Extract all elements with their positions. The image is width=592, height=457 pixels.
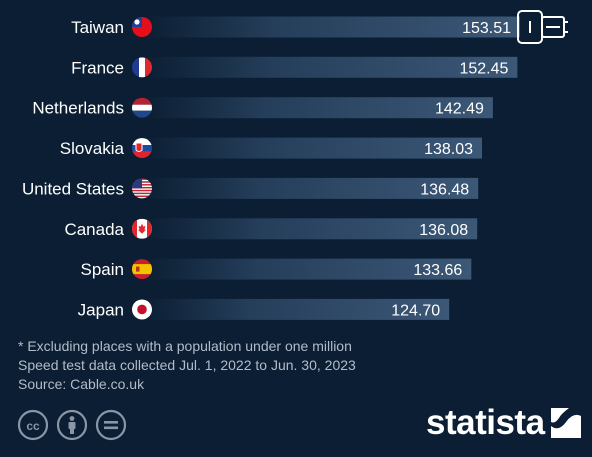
value-label-netherlands: 142.49 <box>435 101 484 118</box>
chart-notes: * Excluding places with a population und… <box>18 337 356 394</box>
bar-row-slovakia: Slovakia 138.03 <box>60 137 482 159</box>
bar-row-canada: Canada 136.08 <box>64 218 478 240</box>
bar-canada[interactable] <box>143 218 478 240</box>
bar-row-netherlands: Netherlands 142.49 <box>32 97 493 119</box>
category-label-slovakia: Slovakia <box>60 139 125 158</box>
category-label-netherlands: Netherlands <box>32 99 124 118</box>
value-label-spain: 133.66 <box>413 262 462 279</box>
note-population: * Excluding places with a population und… <box>18 338 352 354</box>
source-note: Source: Cable.co.uk <box>18 376 145 392</box>
united-states-flag-icon <box>132 178 152 199</box>
value-label-canada: 136.08 <box>419 222 468 239</box>
value-label-france: 152.45 <box>459 60 508 77</box>
value-label-slovakia: 138.03 <box>424 141 473 158</box>
value-label-japan: 124.70 <box>391 302 440 319</box>
japan-flag-icon <box>132 299 152 320</box>
bar-taiwan[interactable] <box>143 16 520 38</box>
bar-row-japan: Japan 124.70 <box>78 298 450 320</box>
canada-flag-icon <box>132 218 152 239</box>
no-derivatives-icon[interactable] <box>95 409 127 441</box>
category-label-canada: Canada <box>64 220 124 239</box>
bar-row-france: France 152.45 <box>71 56 518 78</box>
bar-chart: Taiwan 153.51 France 152.45 Netherlands 142.4… <box>22 16 520 320</box>
bar-united-states[interactable] <box>143 177 479 199</box>
statista-logo[interactable]: statista <box>426 403 581 443</box>
spain-flag-icon <box>132 259 152 280</box>
category-label-france: France <box>71 58 124 77</box>
license-icons: cc <box>17 409 127 441</box>
bar-japan[interactable] <box>143 298 450 320</box>
svg-text:cc: cc <box>26 419 40 433</box>
statista-wordmark: statista <box>426 403 545 442</box>
bar-netherlands[interactable] <box>143 97 493 119</box>
bar-row-taiwan: Taiwan 153.51 <box>71 16 520 38</box>
bar-spain[interactable] <box>143 258 472 280</box>
note-collection-period: Speed test data collected Jul. 1, 2022 t… <box>18 357 356 373</box>
bar-row-spain: Spain 133.66 <box>81 258 472 280</box>
netherlands-flag-icon <box>132 97 152 118</box>
value-label-taiwan: 153.51 <box>462 20 511 37</box>
bar-slovakia[interactable] <box>143 137 482 159</box>
france-flag-icon <box>132 57 152 78</box>
statista-mark-icon <box>550 408 581 438</box>
category-label-japan: Japan <box>78 300 124 319</box>
category-label-taiwan: Taiwan <box>71 18 124 37</box>
slovakia-flag-icon <box>132 138 152 159</box>
attribution-icon[interactable] <box>56 409 88 441</box>
category-label-united-states: United States <box>22 179 124 198</box>
cc-icon[interactable]: cc <box>17 409 49 441</box>
bar-row-united-states: United States 136.48 <box>22 177 479 199</box>
category-label-spain: Spain <box>81 260 124 279</box>
value-label-united-states: 136.48 <box>420 181 469 198</box>
taiwan-flag-icon <box>132 17 152 37</box>
broadband-connector-icon <box>517 10 568 44</box>
bar-france[interactable] <box>143 56 518 78</box>
